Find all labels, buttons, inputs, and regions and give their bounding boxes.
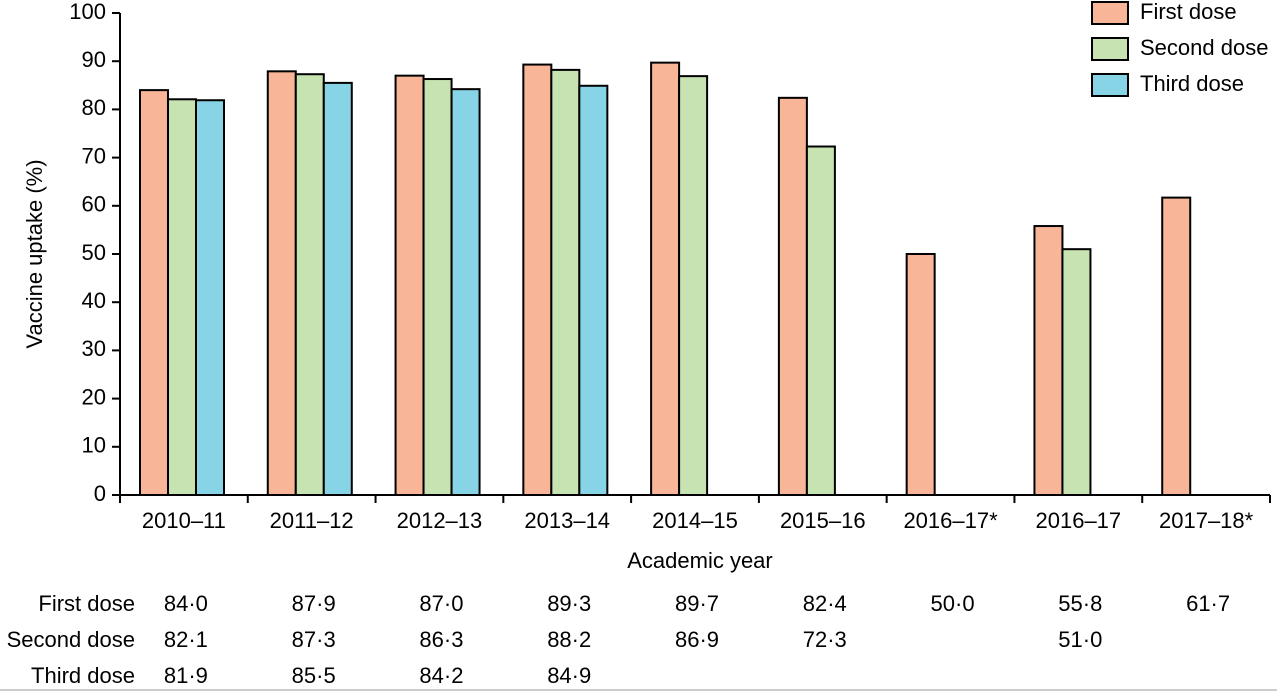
bar — [394, 74, 425, 496]
table-value: 82·4 — [803, 591, 847, 616]
x-tick-label: 2012–13 — [397, 508, 483, 533]
y-tick-label: 60 — [82, 192, 106, 217]
y-tick-label: 80 — [82, 95, 106, 120]
y-tick-label: 70 — [82, 143, 106, 168]
bar — [1161, 196, 1192, 497]
table-value: 61·7 — [1186, 591, 1230, 616]
bar — [322, 81, 353, 496]
x-axis-label: Academic year — [627, 548, 773, 573]
bar — [777, 96, 808, 496]
table-value: 87·0 — [419, 591, 463, 616]
bar — [578, 84, 609, 496]
bar — [450, 88, 481, 496]
legend-swatch — [1091, 37, 1129, 61]
x-tick-label: 2010–11 — [142, 508, 226, 533]
bar — [266, 70, 297, 497]
y-tick-label: 100 — [69, 0, 106, 24]
x-tick-label: 2016–17* — [903, 508, 998, 533]
table-value: 84·9 — [547, 663, 591, 688]
legend-swatch — [1091, 1, 1129, 25]
table-value: 86·9 — [675, 627, 719, 652]
y-tick-label: 30 — [82, 336, 106, 361]
x-tick-label: 2011–12 — [270, 508, 354, 533]
bar — [550, 68, 581, 496]
x-tick-label: 2013–14 — [524, 508, 610, 533]
bar — [167, 98, 197, 496]
table-value: 72·3 — [803, 627, 847, 652]
legend-label: First dose — [1140, 0, 1237, 24]
bar — [195, 99, 225, 496]
y-tick-label: 10 — [82, 433, 106, 458]
y-axis-label: Vaccine uptake (%) — [22, 159, 47, 348]
table-value: 89·7 — [675, 591, 719, 616]
table-value: 86·3 — [419, 627, 463, 652]
legend-label: Third dose — [1140, 71, 1244, 96]
table-value: 84·2 — [419, 663, 463, 688]
y-tick-label: 40 — [82, 288, 106, 313]
bar — [650, 61, 681, 497]
table-value: 87·3 — [292, 627, 336, 652]
x-tick-label: 2016–17 — [1036, 508, 1122, 533]
table-value: 89·3 — [547, 591, 591, 616]
x-tick-label: 2015–16 — [780, 508, 866, 533]
table-value: 50·0 — [931, 591, 975, 616]
table-value: 55·8 — [1058, 591, 1102, 616]
bar — [1061, 248, 1092, 496]
table-value: 84·0 — [164, 591, 208, 616]
bar — [139, 89, 169, 497]
x-tick-label: 2014–15 — [652, 508, 738, 533]
table-value: 81·9 — [164, 663, 208, 688]
bar — [1033, 225, 1064, 496]
y-tick-label: 20 — [82, 384, 106, 409]
table-row-label: Second dose — [7, 627, 135, 652]
table-value: 87·9 — [292, 591, 336, 616]
y-tick-label: 50 — [82, 240, 106, 265]
table-value: 51·0 — [1058, 627, 1102, 652]
bar — [678, 75, 709, 496]
x-tick-label: 2017–18* — [1159, 508, 1254, 533]
table-value: 85·5 — [292, 663, 336, 688]
table-row-label: First dose — [38, 591, 135, 616]
y-tick-label: 90 — [82, 47, 106, 72]
legend-label: Second dose — [1140, 35, 1268, 60]
y-tick-label: 0 — [94, 481, 106, 506]
table-row-label: Third dose — [31, 663, 135, 688]
table-value: 82·1 — [164, 627, 208, 652]
bar — [422, 78, 453, 496]
legend-swatch — [1091, 73, 1129, 97]
bar — [294, 73, 325, 497]
bar — [522, 63, 553, 496]
bar — [905, 253, 936, 496]
bar — [805, 145, 836, 496]
table-value: 88·2 — [547, 627, 591, 652]
